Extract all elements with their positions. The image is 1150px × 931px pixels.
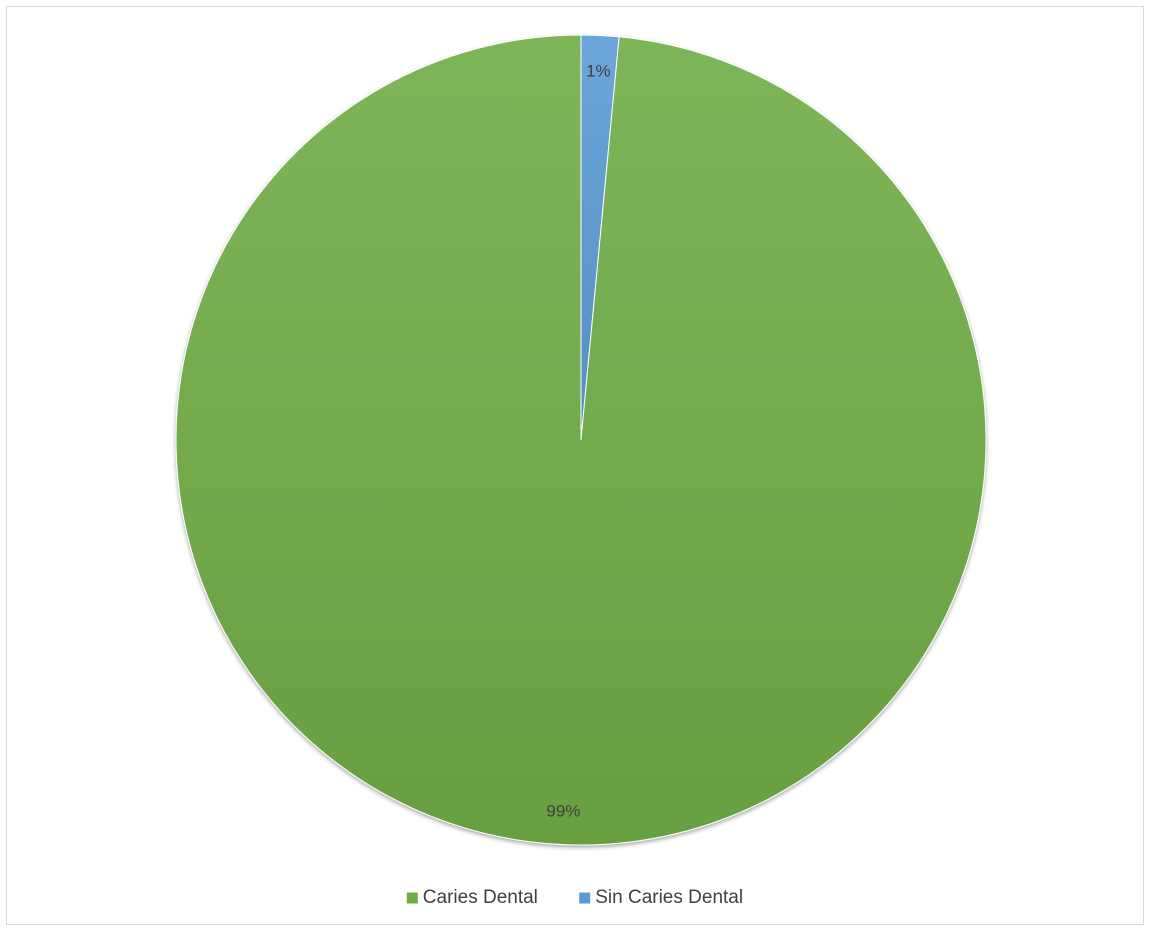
legend-item-caries-dental: Caries Dental xyxy=(406,887,538,908)
data-labels: 1% 99% xyxy=(546,61,610,820)
legend-item-sin-caries-dental: Sin Caries Dental xyxy=(579,887,743,908)
legend-label-caries-dental: Caries Dental xyxy=(423,887,538,908)
legend: Caries Dental Sin Caries Dental xyxy=(406,887,743,908)
pie-slice-caries-dental xyxy=(175,34,987,846)
legend-swatch-sin-caries-dental xyxy=(579,892,591,904)
data-label-caries-dental: 99% xyxy=(546,802,580,821)
data-label-sin-caries-dental: 1% xyxy=(586,61,611,80)
legend-label-sin-caries-dental: Sin Caries Dental xyxy=(595,887,743,908)
legend-swatch-caries-dental xyxy=(406,892,418,904)
pie-slices xyxy=(175,34,987,846)
